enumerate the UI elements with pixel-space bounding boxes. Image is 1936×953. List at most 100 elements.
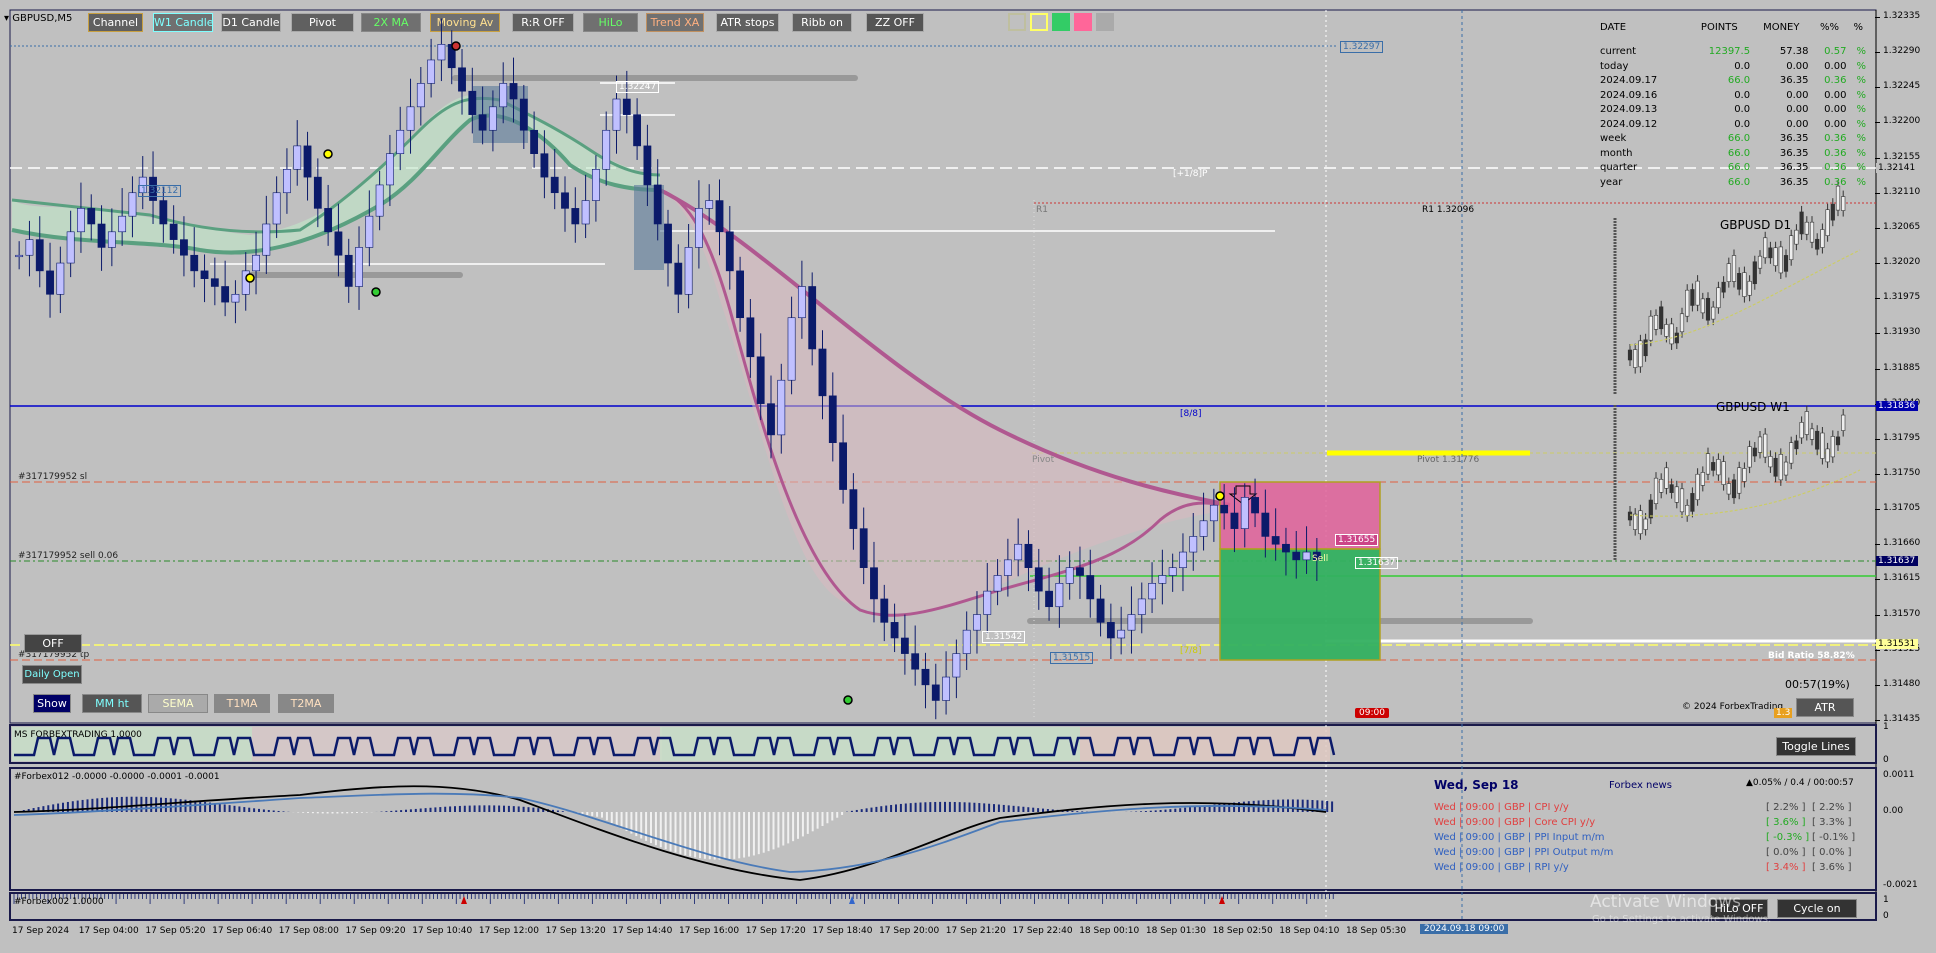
candle-body	[386, 153, 394, 186]
pivot-right-label: Pivot 1.31776	[1417, 455, 1480, 465]
w1-candle	[1752, 447, 1757, 457]
candle-body	[797, 286, 806, 319]
candle-body	[942, 676, 950, 701]
candle-body	[1127, 614, 1136, 631]
zigzag-point-5	[1215, 491, 1225, 501]
toolbar-button-w1-candle[interactable]: W1 Candle	[153, 13, 213, 32]
w1-candle	[1679, 488, 1685, 513]
w1-candle	[1700, 472, 1705, 486]
activate-windows-watermark: Activate Windows	[1590, 892, 1741, 912]
w1-candle	[1768, 456, 1773, 468]
stats-cell: 0.36	[1824, 133, 1847, 145]
stats-cell: %	[1856, 60, 1866, 72]
sub3-marker-0	[461, 896, 467, 904]
w1-candle	[1763, 433, 1768, 458]
w1-candle	[1711, 462, 1716, 471]
t1ma-button[interactable]: T1MA	[214, 694, 270, 713]
level-1-32247: 1.32247	[616, 81, 660, 93]
toolbar-button-d1-candle[interactable]: D1 Candle	[221, 13, 281, 32]
sema-button[interactable]: SEMA	[148, 694, 208, 713]
candle-body	[427, 59, 436, 84]
toolbar-button-atr-stops[interactable]: ATR stops	[716, 13, 779, 32]
slow-ma-line	[659, 188, 1231, 507]
toolbar-button-r-r-off[interactable]: R:R OFF	[512, 13, 574, 32]
w1-candle	[1721, 461, 1726, 485]
w1-candle	[1731, 479, 1737, 499]
sub3-marker-1	[849, 896, 855, 904]
order-sl-label: #317179952 sl	[18, 472, 88, 482]
toolbar-button-channel[interactable]: Channel	[88, 13, 143, 32]
candle-body	[1045, 590, 1053, 608]
cycle-on-button[interactable]: Cycle on	[1777, 899, 1857, 918]
atr-button[interactable]: ATR	[1796, 698, 1854, 717]
toolbar-button-trend-xa[interactable]: Trend XA	[646, 13, 704, 32]
color-swatch-1[interactable]	[1008, 13, 1026, 31]
activate-windows-sub: Go to Settings to activate Windows.	[1592, 914, 1772, 925]
candle-body	[365, 215, 374, 248]
stats-cell: %	[1856, 89, 1866, 101]
price-tick-label: 1.31480	[1883, 678, 1921, 689]
stats-header-3: %%	[1819, 21, 1839, 33]
toolbar-button-pivot[interactable]: Pivot	[291, 13, 354, 32]
candle-body	[643, 145, 652, 186]
mm-ht-button[interactable]: MM ht	[82, 694, 142, 713]
stats-cell: week	[1600, 133, 1627, 145]
time-tick-label: 17 Sep 10:40	[412, 926, 473, 936]
candle-body	[633, 114, 642, 147]
w1-candle	[1726, 483, 1731, 495]
t2ma-button[interactable]: T2MA	[278, 694, 334, 713]
price-tick-label: 1.32200	[1883, 116, 1921, 127]
price-tick-label: 1.31975	[1883, 292, 1921, 303]
toolbar-button-moving-av[interactable]: Moving Av	[430, 13, 500, 32]
color-swatch-2[interactable]	[1030, 13, 1048, 31]
candle-body	[571, 208, 580, 225]
d1-candle	[1690, 289, 1695, 306]
toolbar-button-hilo[interactable]: HiLo	[583, 13, 638, 32]
candle-body	[1302, 551, 1311, 561]
d1-candle	[1757, 255, 1763, 269]
toolbar-button-2x-ma[interactable]: 2X MA	[361, 13, 421, 32]
stats-cell: %	[1856, 46, 1866, 58]
toolbar-button-ribb-on[interactable]: Ribb on	[792, 13, 852, 32]
color-swatch-4[interactable]	[1074, 13, 1092, 31]
candle-body	[303, 145, 312, 178]
color-swatch-3[interactable]	[1052, 13, 1070, 31]
candle-body	[128, 192, 137, 217]
candle-body	[293, 145, 302, 170]
stats-cell: 36.35	[1779, 147, 1809, 159]
news-date: Wed, Sep 18	[1434, 778, 1519, 792]
candle-body	[1189, 536, 1198, 553]
color-swatch-5[interactable]	[1096, 13, 1114, 31]
candle-body	[1117, 629, 1126, 639]
price-tick-label: 1.32335	[1883, 11, 1921, 21]
stats-row: 2024.09.16 0.0 0.00 0.00%	[1598, 88, 1868, 103]
candle-body	[725, 231, 734, 272]
daily-open-button[interactable]: Daily Open	[22, 665, 82, 684]
d1-candle	[1835, 185, 1841, 211]
sub1-axis-top: 1	[1883, 722, 1889, 732]
off-button[interactable]: OFF	[24, 634, 82, 653]
show-button[interactable]: Show	[33, 694, 71, 713]
candle-body	[1024, 543, 1033, 568]
price-tick	[1875, 17, 1880, 18]
stats-cell: 36.35	[1779, 133, 1809, 145]
price-tick	[1875, 263, 1880, 265]
candle-body	[15, 254, 24, 258]
stats-cell: 0.0	[1734, 60, 1751, 72]
candle-body	[705, 200, 714, 209]
price-tick	[1875, 438, 1880, 440]
news-forecast: [ 3.3% ]	[1812, 817, 1852, 828]
news-header: Wed, Sep 18 Forbex news ▲0.05% / 0.4 / 0…	[1434, 778, 1854, 796]
w1-candle	[1794, 440, 1799, 450]
stats-cell: 66.0	[1727, 133, 1751, 145]
d1-candle	[1731, 255, 1737, 282]
candle-body	[931, 684, 940, 701]
price-tick	[1875, 87, 1880, 89]
stats-header-0: DATE	[1600, 21, 1627, 33]
hilo-off-button[interactable]: HiLo OFF	[1710, 899, 1768, 918]
toolbar-button-zz-off[interactable]: ZZ OFF	[866, 13, 924, 32]
price-tick-label: 1.31660	[1883, 538, 1921, 549]
toggle-lines-button[interactable]: Toggle Lines	[1776, 737, 1856, 756]
